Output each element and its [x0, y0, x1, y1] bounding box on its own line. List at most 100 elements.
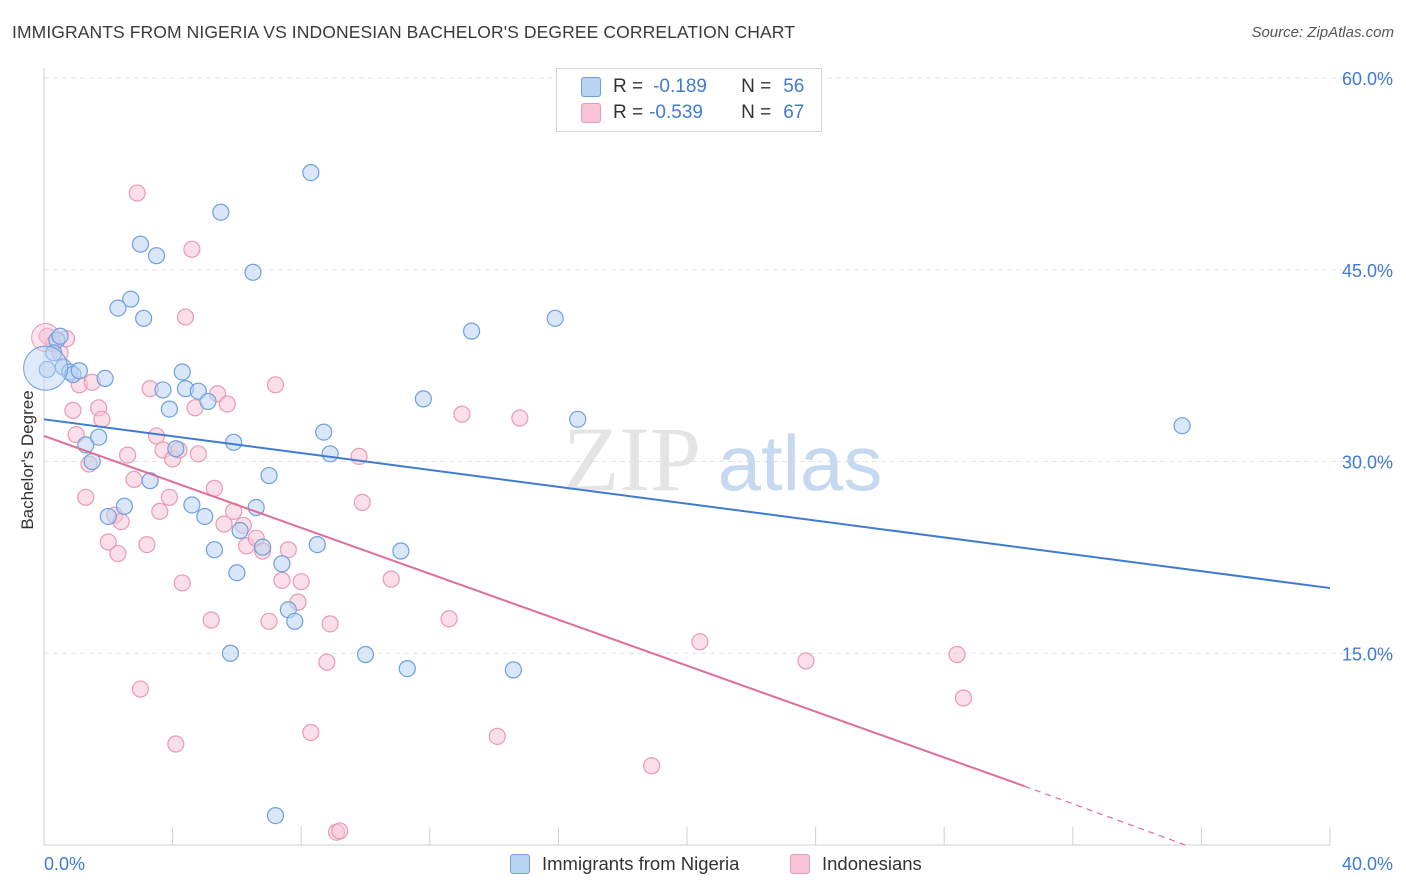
- bottom-legend-nigeria[interactable]: Immigrants from Nigeria: [510, 852, 739, 876]
- correlation-legend: R = -0.189 N = 56 R = -0.539 N = 67: [556, 68, 822, 132]
- legend-swatch-pink: [581, 103, 601, 123]
- watermark-atlas: atlas: [718, 419, 883, 507]
- indonesians-point: [321, 615, 339, 633]
- nigeria-point: [225, 433, 243, 451]
- indonesians-point: [173, 574, 191, 592]
- nigeria-point: [356, 645, 375, 664]
- legend-n-value: 56: [783, 76, 805, 97]
- indonesians-trend-extension: [1024, 785, 1186, 846]
- indonesians-point: [109, 544, 127, 563]
- grid-lines: [44, 77, 1395, 654]
- indonesians-point: [138, 535, 156, 554]
- bottom-legend-indonesians[interactable]: Indonesians: [790, 852, 922, 876]
- nigeria-point: [196, 507, 214, 526]
- watermark: ZIP atlas: [563, 408, 882, 510]
- indonesians-point: [151, 502, 169, 520]
- nigeria-point: [315, 423, 333, 441]
- indonesians-point: [691, 633, 709, 651]
- nigeria-point: [231, 521, 249, 540]
- nigeria-point: [398, 659, 416, 678]
- nigeria-point: [254, 538, 272, 556]
- nigeria-point: [260, 466, 278, 485]
- watermark-zip: ZIP: [563, 408, 701, 510]
- nigeria-point: [212, 203, 230, 221]
- nigeria-point: [115, 497, 133, 515]
- nigeria-point: [228, 564, 246, 582]
- indonesians-point: [77, 488, 95, 506]
- indonesians-point: [266, 376, 285, 394]
- nigeria-point: [414, 390, 432, 408]
- indonesians-point: [292, 573, 310, 591]
- source-label: Source: ZipAtlas.com: [1251, 24, 1394, 41]
- indonesians-point: [488, 727, 506, 745]
- indonesians-point: [215, 515, 233, 533]
- legend-n-value: 67: [783, 102, 805, 123]
- indonesians-point: [260, 612, 278, 630]
- nigeria-point: [462, 322, 481, 340]
- legend-r-label: R =: [613, 102, 644, 123]
- indonesians-point: [64, 401, 82, 419]
- x-tick-label: 40.0%: [1342, 854, 1393, 874]
- indonesians-point: [511, 409, 529, 427]
- nigeria-point: [131, 235, 150, 253]
- y-tick-label: 15.0%: [1342, 644, 1393, 664]
- nigeria-point: [135, 309, 153, 327]
- indonesians-point: [318, 653, 336, 671]
- nigeria-point: [546, 309, 564, 327]
- nigeria-point: [244, 263, 262, 281]
- indonesians-point: [189, 445, 207, 463]
- legend-r-value: -0.539: [649, 102, 703, 123]
- indonesians-point: [797, 652, 815, 670]
- nigeria-point: [141, 472, 159, 490]
- nigeria-point: [392, 542, 410, 560]
- legend-n-label: N =: [741, 102, 772, 123]
- trend-lines: [43, 418, 1331, 846]
- nigeria-point: [205, 541, 223, 559]
- indonesians-point: [453, 405, 471, 423]
- indonesians-point: [948, 645, 966, 664]
- legend-swatch-pink: [790, 854, 810, 874]
- indonesians-point: [279, 541, 297, 559]
- nigeria-point: [183, 496, 201, 514]
- legend-r-value: -0.189: [653, 76, 707, 97]
- indonesians-point: [125, 470, 143, 488]
- indonesians-point: [167, 735, 185, 753]
- nigeria-point: [286, 612, 304, 630]
- nigeria-point: [173, 363, 191, 381]
- nigeria-point: [99, 507, 117, 526]
- nigeria-point: [109, 299, 127, 317]
- nigeria-point: [302, 163, 320, 182]
- legend-swatch-blue: [581, 77, 601, 97]
- indonesians-point: [99, 533, 117, 551]
- nigeria-point: [1173, 417, 1191, 435]
- indonesians-point: [202, 611, 220, 629]
- y-axis-label: Bachelor's Degree: [18, 390, 37, 529]
- nigeria-points: [23, 163, 1191, 825]
- legend-label-indonesians: Indonesians: [822, 853, 922, 874]
- nigeria-point: [23, 345, 69, 391]
- nigeria-point: [90, 428, 108, 446]
- nigeria-point: [167, 440, 185, 458]
- nigeria-point: [199, 392, 217, 411]
- legend-row-nigeria: R = -0.189 N = 56: [581, 74, 804, 100]
- nigeria-point: [569, 410, 587, 428]
- nigeria-point: [321, 445, 339, 463]
- chart-title: IMMIGRANTS FROM NIGERIA VS INDONESIAN BA…: [12, 22, 796, 42]
- nigeria-point: [154, 381, 172, 399]
- y-tick-label: 30.0%: [1342, 453, 1393, 473]
- indonesians-point: [353, 493, 371, 512]
- indonesians-points: [31, 184, 973, 841]
- legend-row-indonesians: R = -0.539 N = 67: [581, 100, 804, 126]
- nigeria-point: [504, 661, 522, 679]
- nigeria-point: [96, 369, 114, 388]
- legend-swatch-blue: [510, 854, 530, 874]
- indonesians-point: [176, 308, 195, 326]
- legend-n-label: N =: [741, 76, 772, 97]
- indonesians-point: [440, 610, 458, 628]
- nigeria-point: [70, 362, 88, 380]
- nigeria-point: [221, 644, 240, 662]
- indonesians-point: [128, 184, 146, 202]
- indonesians-point: [131, 680, 150, 698]
- axes: [43, 68, 1331, 846]
